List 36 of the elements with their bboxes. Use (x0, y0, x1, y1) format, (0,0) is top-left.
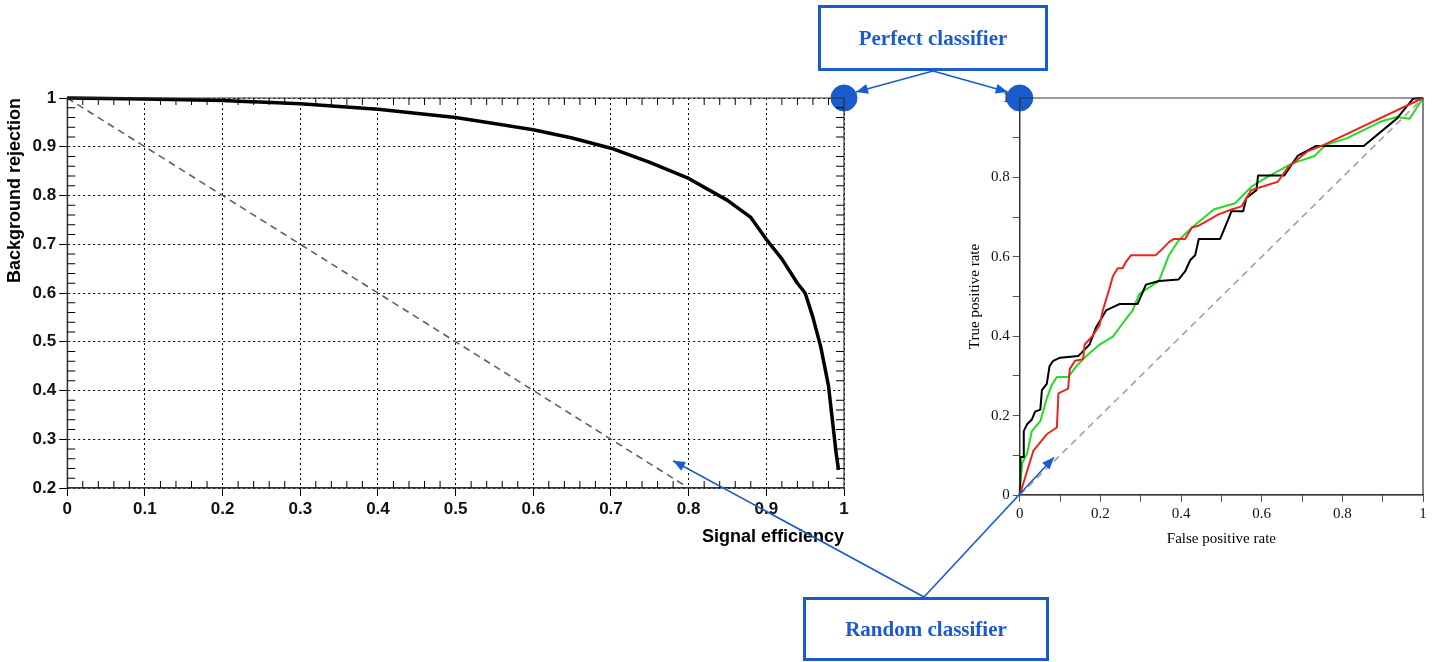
x-tick-label: 0.2 (210, 498, 235, 518)
y-tick-label: 1 (1002, 88, 1010, 105)
x-tick-label: 0.8 (1332, 504, 1352, 521)
y-tick-label: 0.2 (991, 406, 1010, 423)
x-tick-label: 0.2 (1091, 504, 1110, 521)
y-tick-label: 0.8 (991, 168, 1010, 185)
text: Perfect classifier (818, 5, 1048, 71)
x-tick-label: 0 (62, 498, 72, 518)
x-tick-label: 0.7 (599, 498, 623, 518)
x-tick-label: 0 (1016, 504, 1024, 521)
y-tick-label: 0.6 (991, 247, 1011, 264)
y-axis-title: Background rejection (3, 98, 24, 284)
x-tick-label: 0.4 (366, 498, 391, 518)
text: Random classifier (803, 597, 1049, 661)
x-tick-label: 1 (1419, 504, 1427, 521)
y-tick-label: 0.5 (32, 331, 57, 351)
y-tick-label: 0.8 (32, 185, 57, 205)
y-tick-label: 0.9 (32, 136, 57, 156)
x-tick-label: 0.3 (288, 498, 313, 518)
y-tick-label: 0.7 (32, 233, 57, 253)
x-tick-label: 0.8 (676, 498, 701, 518)
x-tick-label: 1 (839, 498, 849, 518)
y-tick-label: 0.6 (32, 282, 57, 302)
x-tick-label: 0.1 (133, 498, 157, 518)
x-tick-label: 0.5 (443, 498, 468, 518)
x-axis-title: False positive rate (1166, 529, 1277, 546)
y-tick-label: 0.4 (991, 327, 1011, 344)
y-tick-label: 0 (1002, 485, 1010, 502)
y-tick-label: 0.4 (32, 380, 57, 400)
x-tick-label: 0.6 (1252, 504, 1272, 521)
x-tick-label: 0.6 (521, 498, 546, 518)
y-tick-label: 0.3 (32, 428, 57, 448)
x-tick-label: 0.4 (1171, 504, 1191, 521)
y-axis-title: True positive rate (965, 243, 982, 350)
y-tick-label: 1 (46, 87, 57, 107)
y-tick-label: 0.2 (32, 477, 57, 497)
